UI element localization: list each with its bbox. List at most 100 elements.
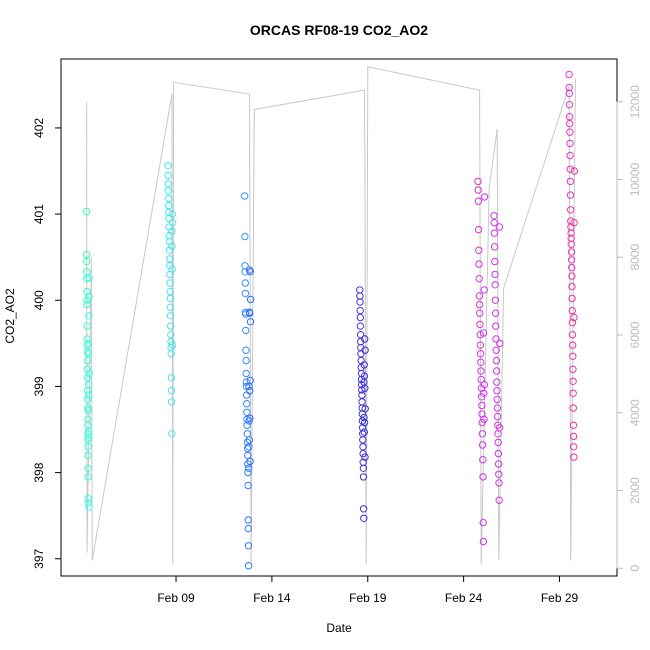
data-point bbox=[480, 193, 489, 201]
y-tick-label: 401 bbox=[32, 204, 46, 224]
data-point bbox=[83, 322, 91, 330]
data-point bbox=[244, 460, 252, 468]
data-point bbox=[475, 246, 483, 255]
data-point bbox=[167, 387, 176, 395]
data-point bbox=[359, 436, 367, 444]
data-point bbox=[244, 516, 252, 524]
data-point bbox=[565, 101, 574, 109]
data-point bbox=[491, 281, 499, 289]
data-point bbox=[246, 414, 254, 422]
data-point bbox=[490, 219, 498, 227]
data-point bbox=[474, 177, 482, 186]
data-point bbox=[85, 293, 93, 301]
data-point bbox=[570, 443, 578, 451]
data-point bbox=[244, 468, 252, 477]
data-point bbox=[360, 372, 369, 380]
data-point bbox=[359, 430, 367, 438]
data-point bbox=[495, 470, 503, 478]
data-point bbox=[83, 257, 91, 266]
data-point bbox=[167, 322, 175, 330]
data-point bbox=[164, 162, 172, 170]
data-point bbox=[568, 272, 576, 280]
data-point bbox=[476, 350, 485, 358]
data-point bbox=[244, 542, 253, 550]
data-point bbox=[568, 306, 576, 315]
data-point bbox=[568, 331, 577, 339]
chart-title: ORCAS RF08-19 CO2_AO2 bbox=[250, 22, 428, 38]
data-point bbox=[241, 279, 250, 287]
data-point bbox=[474, 186, 482, 194]
data-point bbox=[84, 339, 93, 348]
data-point bbox=[477, 358, 485, 366]
data-point bbox=[243, 421, 251, 429]
data-point bbox=[83, 395, 92, 404]
y-tick-label: 400 bbox=[32, 290, 46, 310]
data-point bbox=[476, 341, 485, 349]
data-point bbox=[166, 303, 175, 311]
data-point bbox=[360, 514, 368, 522]
data-point bbox=[356, 292, 364, 300]
data-point bbox=[491, 257, 499, 266]
data-point bbox=[246, 318, 255, 326]
data-point bbox=[566, 151, 574, 160]
data-point bbox=[567, 248, 576, 256]
data-point bbox=[84, 499, 93, 507]
data-point bbox=[492, 322, 500, 330]
data-point bbox=[244, 481, 252, 490]
data-point bbox=[84, 391, 93, 399]
data-point bbox=[567, 256, 576, 264]
data-point bbox=[480, 286, 488, 294]
data-point bbox=[360, 361, 368, 369]
data-point bbox=[167, 374, 176, 382]
data-point bbox=[360, 428, 368, 436]
data-point bbox=[85, 312, 93, 320]
data-point bbox=[569, 352, 577, 360]
data-point bbox=[569, 404, 577, 412]
data-point bbox=[490, 229, 499, 237]
data-point bbox=[570, 453, 578, 461]
data-point bbox=[84, 421, 92, 429]
data-point bbox=[567, 240, 575, 249]
y-tick-label: 397 bbox=[32, 548, 46, 568]
data-point bbox=[480, 381, 489, 389]
data-point bbox=[83, 374, 92, 382]
data-point bbox=[83, 341, 91, 349]
data-point bbox=[361, 453, 369, 461]
data-point bbox=[479, 473, 487, 481]
data-point bbox=[570, 167, 578, 175]
data-point bbox=[242, 356, 250, 365]
y2-tick-label: 10000 bbox=[628, 162, 642, 196]
data-point bbox=[566, 128, 574, 136]
data-point bbox=[241, 232, 249, 241]
data-point bbox=[168, 219, 177, 227]
data-point bbox=[167, 398, 176, 406]
data-point bbox=[165, 214, 173, 223]
y-tick-label: 402 bbox=[32, 118, 46, 138]
data-point bbox=[168, 430, 176, 438]
secondary-series-line bbox=[86, 66, 576, 565]
data-point bbox=[164, 171, 172, 180]
data-point bbox=[85, 369, 93, 378]
data-point bbox=[568, 294, 576, 303]
data-points-group bbox=[82, 70, 578, 570]
data-point bbox=[167, 350, 175, 358]
data-point bbox=[166, 294, 175, 303]
data-point bbox=[358, 417, 367, 425]
data-point bbox=[84, 464, 92, 472]
data-point bbox=[242, 369, 250, 378]
data-point bbox=[494, 460, 503, 468]
data-point bbox=[566, 177, 575, 186]
x-tick-label: Feb 19 bbox=[349, 591, 387, 605]
data-point bbox=[84, 443, 92, 451]
data-point bbox=[361, 335, 369, 343]
data-point bbox=[165, 201, 173, 210]
data-point bbox=[494, 449, 503, 458]
data-point bbox=[243, 408, 251, 416]
data-point bbox=[475, 292, 484, 300]
y2-tick-label: 0 bbox=[628, 565, 642, 572]
data-point bbox=[168, 242, 176, 250]
data-point bbox=[490, 212, 498, 220]
data-point bbox=[570, 219, 578, 227]
